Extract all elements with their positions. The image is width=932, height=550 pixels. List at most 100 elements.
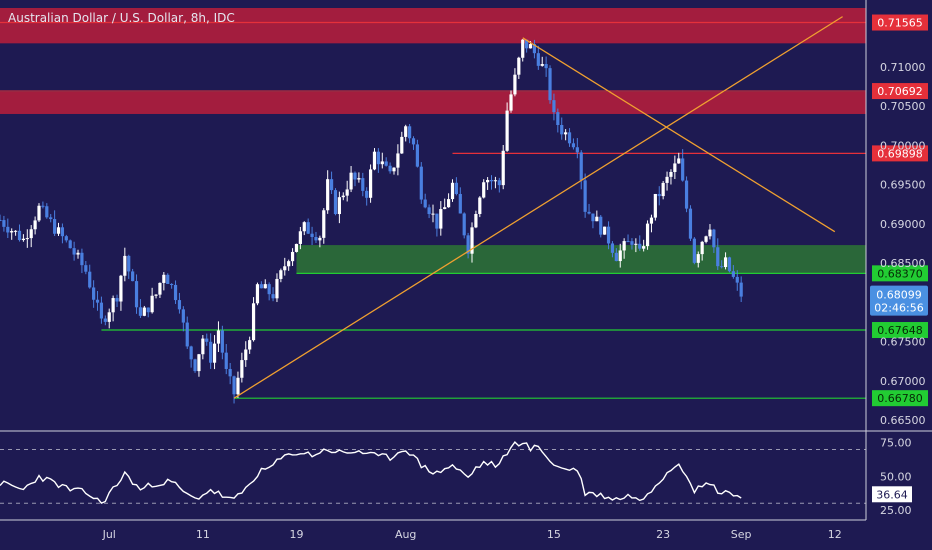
candle-body — [56, 227, 61, 234]
candle-body — [337, 197, 341, 215]
candle-body — [302, 222, 306, 232]
candle — [708, 224, 712, 240]
candle — [552, 93, 556, 121]
candle — [64, 234, 68, 243]
candle — [228, 363, 232, 385]
candle — [248, 336, 252, 354]
candle-body — [49, 217, 53, 220]
candle — [131, 268, 135, 282]
candle-body — [138, 307, 143, 316]
candle-body — [240, 360, 244, 378]
candle-body — [37, 205, 41, 221]
candle — [224, 344, 228, 375]
candle-body — [259, 284, 263, 289]
candle-body — [177, 300, 182, 310]
candle-body — [482, 182, 486, 198]
candle — [341, 192, 345, 201]
candle-body — [115, 298, 119, 302]
candle-body — [158, 282, 162, 295]
candle-body — [657, 193, 661, 197]
candle-body — [25, 238, 29, 240]
y-tick-8: 0.67000 — [880, 375, 926, 388]
candle-body — [606, 226, 611, 244]
candle-body — [583, 180, 587, 212]
candle — [411, 136, 416, 150]
candle-body — [708, 229, 712, 237]
candle-body — [404, 126, 408, 137]
candle-body — [415, 144, 419, 167]
candle-body — [181, 309, 185, 323]
candle — [587, 203, 591, 215]
candle — [302, 221, 306, 236]
candle — [591, 213, 595, 229]
candle — [275, 273, 279, 303]
candle — [127, 254, 131, 279]
candle — [372, 148, 377, 171]
candle — [595, 210, 599, 222]
candle-body — [548, 68, 552, 101]
candle — [684, 176, 689, 213]
candle-body — [64, 236, 68, 241]
candle-body — [345, 189, 349, 196]
candle-body — [411, 138, 416, 145]
candle — [489, 175, 494, 190]
candle-body — [72, 248, 76, 255]
candle-body — [107, 312, 111, 322]
candle — [657, 186, 661, 206]
candle — [92, 280, 96, 308]
candle — [368, 164, 373, 203]
level-badge-label-2: 0.69898 — [877, 147, 923, 160]
candle-body — [587, 211, 591, 214]
candle — [88, 264, 92, 289]
candle — [716, 238, 720, 270]
candle — [622, 238, 626, 259]
candle — [458, 187, 462, 214]
candle-body — [684, 180, 689, 209]
candle — [170, 283, 174, 289]
candle — [216, 321, 221, 352]
candle-body — [205, 338, 209, 342]
level-badge-0 — [872, 14, 928, 31]
candle — [419, 162, 423, 204]
candle — [478, 196, 482, 218]
rsi-current-label: 36.64 — [876, 488, 908, 501]
rsi-line — [0, 441, 742, 504]
candle-body — [493, 180, 498, 182]
candle — [6, 218, 10, 239]
candle — [731, 265, 735, 279]
candle — [723, 252, 728, 270]
candle-body — [669, 171, 673, 177]
candle — [205, 333, 209, 346]
candle-body — [357, 178, 361, 180]
candle — [692, 237, 696, 265]
candle — [427, 204, 431, 219]
candles-layer — [0, 39, 743, 404]
y-tick-3: 0.69500 — [880, 179, 926, 192]
candle-body — [567, 132, 572, 144]
candle-body — [610, 243, 615, 253]
candle-body — [80, 252, 84, 266]
candle-body — [688, 208, 693, 239]
candle-body — [209, 341, 213, 363]
x-tick-6: Sep — [731, 528, 752, 541]
candle-body — [306, 222, 310, 234]
candle — [556, 108, 560, 133]
candle — [384, 157, 388, 167]
candle-body — [92, 287, 96, 300]
candle — [345, 180, 349, 202]
candle-body — [263, 284, 267, 289]
candle — [255, 282, 260, 306]
candle — [212, 335, 217, 370]
candle-body — [248, 340, 252, 350]
candle — [653, 193, 657, 221]
candle — [642, 239, 646, 252]
candle-body — [661, 182, 665, 197]
candle-body — [521, 39, 525, 58]
candle-body — [298, 231, 302, 244]
x-tick-7: 12 — [828, 528, 842, 541]
candle — [158, 282, 162, 298]
candle-body — [189, 346, 193, 360]
candle — [99, 296, 104, 324]
candle — [154, 294, 158, 299]
